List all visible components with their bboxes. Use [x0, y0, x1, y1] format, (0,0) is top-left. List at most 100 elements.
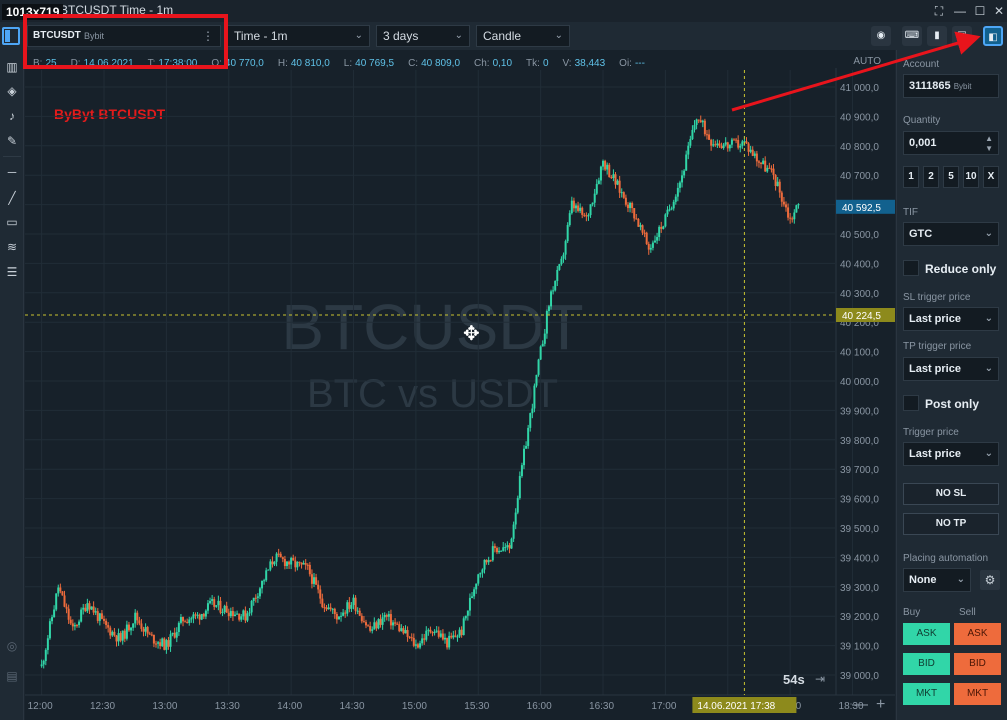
- candle-body: [146, 627, 149, 634]
- candle-body: [308, 564, 311, 575]
- rectangle-icon[interactable]: ▭: [6, 215, 18, 229]
- symbol-selector[interactable]: BTCUSDT Bybit ⋮: [27, 25, 221, 47]
- candle-body: [545, 310, 548, 334]
- price-tick-label: 39 000,0: [840, 671, 879, 682]
- buy-bid-button[interactable]: BID: [903, 653, 950, 675]
- account-value: 3111865: [909, 80, 951, 92]
- quick-qty-button[interactable]: X: [983, 166, 999, 188]
- trade-panel-icon[interactable]: ▣: [952, 26, 972, 46]
- range-select[interactable]: 3 days ⌄: [376, 25, 470, 47]
- candle-body: [439, 633, 442, 637]
- infobar-value: ---: [634, 58, 645, 69]
- candle-body: [209, 600, 212, 604]
- tif-select[interactable]: GTC ⌄: [903, 222, 999, 246]
- pencil-icon[interactable]: ✎: [6, 134, 18, 148]
- post-only-checkbox[interactable]: [903, 395, 919, 411]
- quick-qty-button[interactable]: 5: [943, 166, 959, 188]
- candle-body: [479, 572, 482, 575]
- minimize-icon[interactable]: —: [954, 4, 966, 18]
- no-tp-button[interactable]: NO TP: [903, 513, 999, 535]
- candle-body: [728, 144, 731, 149]
- tp-trigger-select[interactable]: Last price ⌄: [903, 357, 999, 381]
- text-tool-icon[interactable]: ☰: [6, 265, 18, 279]
- candle-body: [398, 624, 401, 632]
- trash-icon[interactable]: ▤: [6, 669, 18, 683]
- candle-body: [333, 608, 336, 614]
- mouse-icon[interactable]: ▮: [927, 26, 947, 46]
- candle-body: [466, 610, 469, 616]
- quick-qty-button[interactable]: 2: [923, 166, 939, 188]
- infobar-value: 14.06.2021: [83, 58, 134, 69]
- placing-automation-select[interactable]: None ⌄: [903, 568, 971, 592]
- quick-qty-button[interactable]: 1: [903, 166, 919, 188]
- candle-body: [412, 637, 415, 646]
- quantity-stepper[interactable]: 0,001 ▲ ▼: [903, 131, 999, 155]
- timeframe-value: Time - 1m: [234, 29, 288, 43]
- candle-body: [335, 613, 338, 620]
- ohlc-infobar: B: 25 D: 14.06.2021 T: 17:38:00 O: 40 770,0 H: 40…: [33, 58, 659, 69]
- sell-market-button[interactable]: MKT: [954, 683, 1001, 705]
- watermark-symbol: BTCUSDT: [281, 291, 584, 363]
- trend-line-icon[interactable]: ╱: [8, 191, 16, 205]
- price-chart[interactable]: B: 25 D: 14.06.2021 T: 17:38:00 O: 40 770,0 H: 40…: [25, 50, 895, 720]
- scroll-to-end-icon[interactable]: ⇥: [815, 672, 826, 686]
- candle-body: [471, 596, 474, 598]
- layers-icon[interactable]: ◈: [7, 84, 17, 98]
- fullscreen-icon[interactable]: ⛶: [934, 4, 944, 18]
- sl-trigger-label: SL trigger price: [903, 292, 971, 303]
- candle-body: [57, 587, 60, 594]
- quick-qty-button[interactable]: 10: [963, 166, 979, 188]
- side-panel-toggle-icon[interactable]: ◧: [983, 26, 1003, 46]
- candle-body: [238, 613, 241, 620]
- candle-body: [635, 218, 638, 220]
- candle-body: [152, 634, 155, 644]
- candle-body: [213, 599, 216, 607]
- account-select[interactable]: 3111865 Bybit: [903, 74, 999, 98]
- candle-body: [778, 181, 781, 193]
- chevron-down-icon: ⌄: [984, 363, 993, 374]
- zoom-out-icon[interactable]: —: [852, 696, 868, 713]
- candle-body: [171, 632, 174, 635]
- price-tick-label: 41 000,0: [840, 83, 879, 94]
- bar-chart-icon[interactable]: ▥: [6, 60, 18, 74]
- buy-ask-button[interactable]: ASK: [903, 623, 950, 645]
- close-icon[interactable]: ✕: [993, 4, 1005, 18]
- fibonacci-icon[interactable]: ≋: [6, 240, 18, 254]
- candle-body: [206, 603, 209, 611]
- candle-body: [645, 232, 648, 244]
- candle-body: [716, 143, 719, 146]
- chevron-down-icon: ⌄: [984, 228, 993, 239]
- chart-type-select[interactable]: Candle ⌄: [476, 25, 570, 47]
- tp-trigger-value: Last price: [909, 363, 961, 375]
- sidebar-toggle-icon[interactable]: [2, 27, 20, 45]
- sell-bid-button[interactable]: BID: [954, 653, 1001, 675]
- zoom-in-icon[interactable]: +: [876, 696, 886, 713]
- candle-body: [504, 547, 507, 549]
- more-options-icon[interactable]: ⋮: [202, 29, 214, 43]
- trigger-price-select[interactable]: Last price ⌄: [903, 442, 999, 466]
- gear-icon[interactable]: ⚙: [980, 570, 1000, 590]
- sl-trigger-select[interactable]: Last price ⌄: [903, 307, 999, 331]
- sell-ask-button[interactable]: ASK: [954, 623, 1001, 645]
- buy-market-button[interactable]: MKT: [903, 683, 950, 705]
- candle-body: [65, 606, 68, 609]
- no-sl-button[interactable]: NO SL: [903, 483, 999, 505]
- horizontal-line-icon[interactable]: ─: [7, 165, 17, 179]
- keyboard-icon[interactable]: ⌨: [902, 26, 922, 46]
- candlestick-plot[interactable]: 39 000,0 39 100,0 39 200,0 39 300,0 39 400,0…: [25, 50, 895, 720]
- timeframe-select[interactable]: Time - 1m ⌄: [227, 25, 370, 47]
- maximize-icon[interactable]: ☐: [974, 4, 986, 18]
- candle-body: [294, 560, 297, 568]
- bell-icon[interactable]: ♪: [9, 109, 15, 123]
- indicator-icon[interactable]: ◉: [871, 26, 891, 46]
- candle-body: [381, 617, 384, 625]
- price-tick-label: 39 200,0: [840, 612, 879, 623]
- candle-body: [231, 611, 234, 617]
- candle-body: [367, 625, 370, 627]
- eye-icon[interactable]: ◎: [6, 639, 18, 653]
- stepper-arrows-icon[interactable]: ▲ ▼: [985, 134, 993, 153]
- candle-body: [766, 167, 769, 172]
- candle-body: [458, 629, 461, 637]
- reduce-only-checkbox[interactable]: [903, 260, 919, 276]
- price-tick-label: 40 200,0: [840, 318, 879, 329]
